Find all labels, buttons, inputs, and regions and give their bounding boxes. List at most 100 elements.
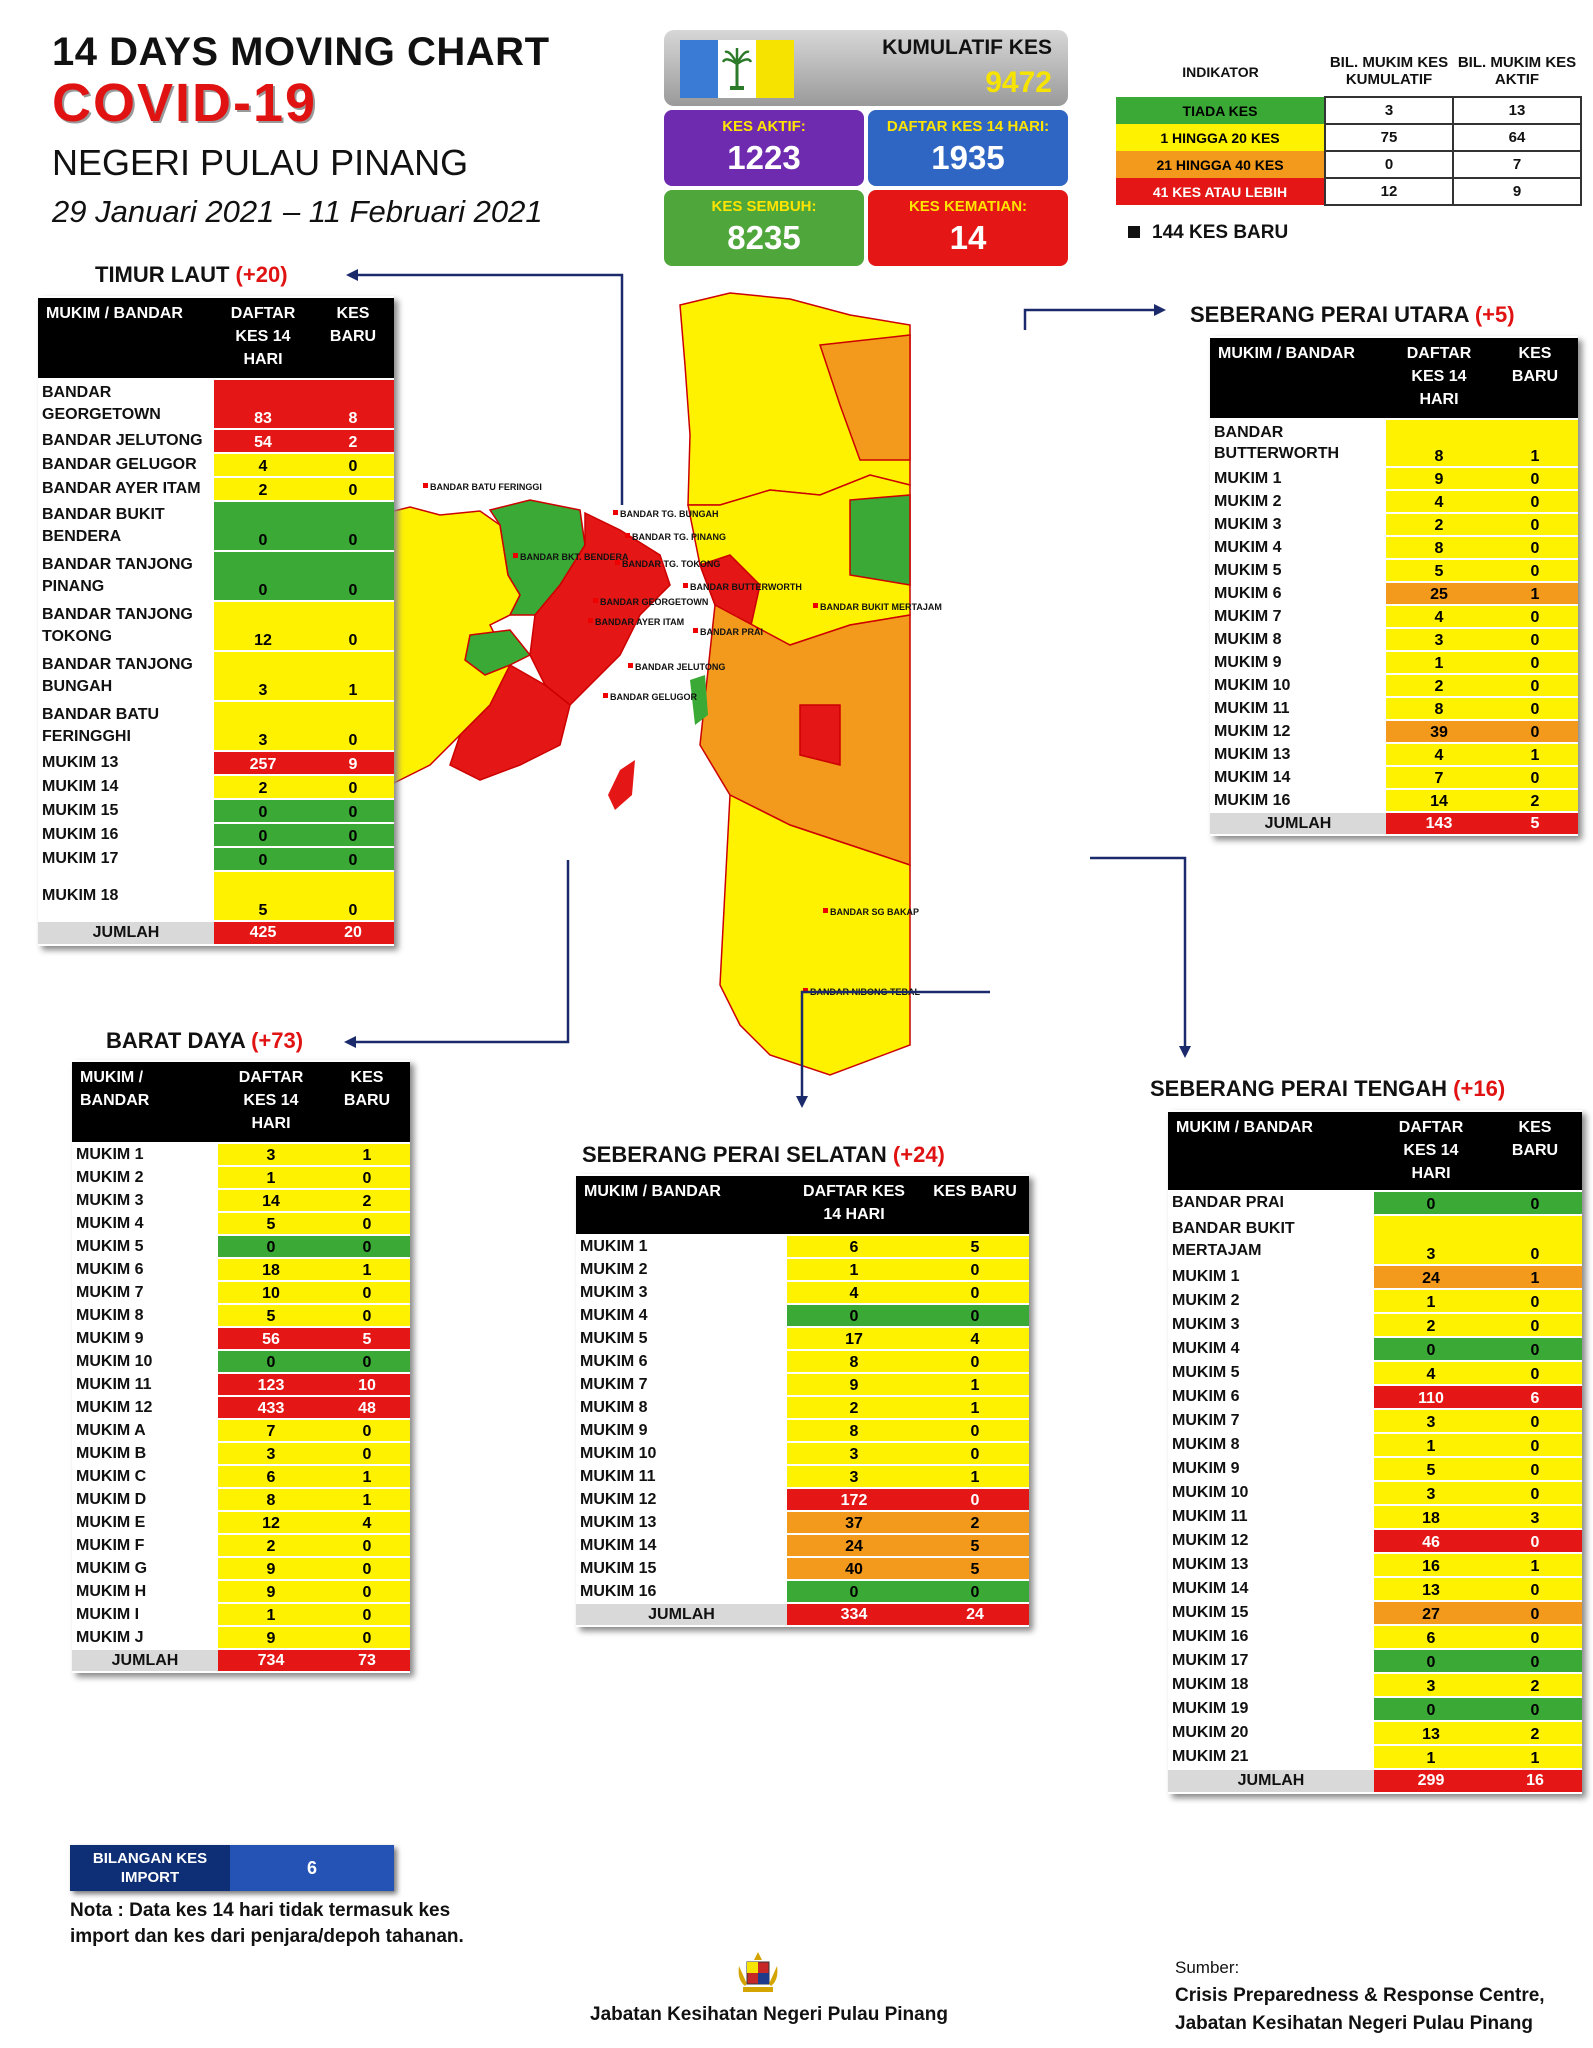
row-name: MUKIM H <box>72 1581 218 1602</box>
daftar-kes-box: DAFTAR KES 14 HARI: 1935 <box>868 110 1068 186</box>
daftar-kes-cell: 0 <box>1374 1192 1488 1214</box>
table-row: MUKIM 12 39 0 <box>1210 721 1578 742</box>
column-header: MUKIM / BANDAR <box>72 1062 218 1142</box>
daftar-kes-cell: 5 <box>218 1213 324 1234</box>
table-header-row: MUKIM / BANDAR DAFTAR KES 14 HARI KES BARU <box>1168 1112 1582 1190</box>
indicator-label: 1 HINGGA 20 KES <box>1116 124 1325 151</box>
kes-baru-cell: 0 <box>1488 1216 1582 1264</box>
row-name: BANDAR GEORGETOWN <box>38 380 214 428</box>
barat-daya-table: MUKIM / BANDAR DAFTAR KES 14 HARI KES BARU… <box>72 1060 410 1673</box>
row-name: MUKIM 5 <box>1210 560 1386 581</box>
map-town-marker <box>628 663 633 668</box>
daftar-kes-cell: 8 <box>787 1351 921 1372</box>
kes-kematian-label: KES KEMATIAN: <box>908 198 1028 215</box>
daftar-kes-cell: 0 <box>214 800 312 822</box>
kes-baru-cell: 0 <box>1488 1602 1582 1624</box>
daftar-kes-cell: 9 <box>1386 468 1492 489</box>
daftar-kes-cell: 13 <box>1374 1722 1488 1744</box>
map-label: BANDAR PRAI <box>700 627 763 637</box>
row-name: BANDAR BATU FERINGGHI <box>38 702 214 750</box>
row-name: MUKIM 1 <box>1168 1266 1374 1288</box>
daftar-kes-cell: 13 <box>1374 1578 1488 1600</box>
kumulatif-box: KUMULATIF KES 9472 <box>664 30 1068 106</box>
total-label: JUMLAH <box>72 1650 218 1671</box>
kes-baru-cell: 0 <box>1488 1290 1582 1312</box>
kes-baru-note: 144 KES BARU <box>1128 222 1288 244</box>
kes-baru-cell: 0 <box>921 1443 1029 1464</box>
penang-map: BANDAR BATU FERINGGI BANDAR TG. BUNGAH BAN… <box>374 292 942 1076</box>
indicator-aktif-value: 64 <box>1452 123 1582 152</box>
sumber-source: Crisis Preparedness & Response Centre, Ja… <box>1175 1982 1545 2038</box>
table-row: MUKIM 7 10 0 <box>72 1282 410 1303</box>
sp-selatan-title: SEBERANG PERAI SELATAN (+24) <box>582 1142 945 1168</box>
map-town-marker <box>613 510 618 515</box>
kes-baru-cell: 1 <box>312 652 394 700</box>
kes-baru-cell: 0 <box>324 1213 410 1234</box>
table-row: MUKIM 1 24 1 <box>1168 1266 1582 1288</box>
daftar-kes-cell: 24 <box>787 1535 921 1556</box>
daftar-kes-cell: 8 <box>218 1489 324 1510</box>
table-row: MUKIM 16 0 0 <box>576 1581 1029 1602</box>
kes-baru-cell: 5 <box>921 1558 1029 1579</box>
footer-jabatan: Jabatan Kesihatan Negeri Pulau Pinang <box>590 2004 948 2025</box>
arrow-icon <box>346 269 358 281</box>
map-label: BANDAR BUKIT MERTAJAM <box>820 602 942 612</box>
daftar-kes-cell: 110 <box>1374 1386 1488 1408</box>
kes-baru-cell: 0 <box>312 552 394 600</box>
table-row: MUKIM E 12 4 <box>72 1512 410 1533</box>
daftar-kes-cell: 1 <box>1374 1746 1488 1768</box>
kes-baru-cell: 2 <box>312 430 394 452</box>
daftar-kes-cell: 3 <box>214 702 312 750</box>
daftar-kes-cell: 16 <box>1374 1554 1488 1576</box>
row-name: MUKIM 10 <box>1168 1482 1374 1504</box>
row-name: MUKIM F <box>72 1535 218 1556</box>
kes-baru-cell: 0 <box>324 1558 410 1579</box>
spu-orange <box>818 334 911 461</box>
row-name: MUKIM 9 <box>1210 652 1386 673</box>
table-row: BANDAR BUKIT MERTAJAM 3 0 <box>1168 1216 1582 1264</box>
total-value: 299 <box>1374 1770 1488 1792</box>
kes-baru-cell: 10 <box>324 1374 410 1395</box>
kes-baru-cell: 0 <box>1488 1338 1582 1360</box>
daftar-kes-cell: 12 <box>218 1512 324 1533</box>
row-name: MUKIM 4 <box>576 1305 787 1326</box>
row-name: MUKIM 13 <box>1168 1554 1374 1576</box>
daftar-kes-cell: 25 <box>1386 583 1492 604</box>
kes-baru-cell: 0 <box>324 1420 410 1441</box>
daftar-kes-cell: 40 <box>787 1558 921 1579</box>
table-row: MUKIM 11 18 3 <box>1168 1506 1582 1528</box>
row-name: MUKIM 10 <box>1210 675 1386 696</box>
arrow-icon <box>344 1036 356 1048</box>
column-header: DAFTAR KES 14 HARI <box>218 1062 324 1142</box>
daftar-kes-cell: 83 <box>214 380 312 428</box>
indicator-legend: INDIKATOR BIL. MUKIM KES KUMULATIF BIL. … <box>1116 46 1582 206</box>
indicator-aktif-value: 13 <box>1452 96 1582 125</box>
daftar-kes-cell: 46 <box>1374 1530 1488 1552</box>
daftar-kes-cell: 3 <box>1374 1482 1488 1504</box>
kes-baru-cell: 1 <box>921 1466 1029 1487</box>
row-name: MUKIM 15 <box>1168 1602 1374 1624</box>
indicator-kumulatif-value: 0 <box>1324 150 1454 179</box>
table-row: MUKIM 19 0 0 <box>1168 1698 1582 1720</box>
daftar-kes-cell: 0 <box>218 1236 324 1257</box>
table-row: MUKIM 14 24 5 <box>576 1535 1029 1556</box>
row-name: MUKIM 16 <box>1168 1626 1374 1648</box>
row-name: MUKIM 6 <box>1168 1386 1374 1408</box>
table-row: MUKIM 16 6 0 <box>1168 1626 1582 1648</box>
daftar-kes-cell: 9 <box>218 1627 324 1648</box>
table-row: MUKIM 6 18 1 <box>72 1259 410 1280</box>
daftar-kes-cell: 9 <box>218 1581 324 1602</box>
sp-tengah-title: SEBERANG PERAI TENGAH (+16) <box>1150 1076 1505 1102</box>
sp-utara-name: SEBERANG PERAI UTARA <box>1190 302 1469 327</box>
daftar-kes-cell: 0 <box>1374 1698 1488 1720</box>
daftar-kes-cell: 3 <box>1386 629 1492 650</box>
daftar-kes-cell: 2 <box>1374 1314 1488 1336</box>
map-label: BANDAR TG. BUNGAH <box>620 509 719 519</box>
state-name: NEGERI PULAU PINANG <box>52 142 469 183</box>
